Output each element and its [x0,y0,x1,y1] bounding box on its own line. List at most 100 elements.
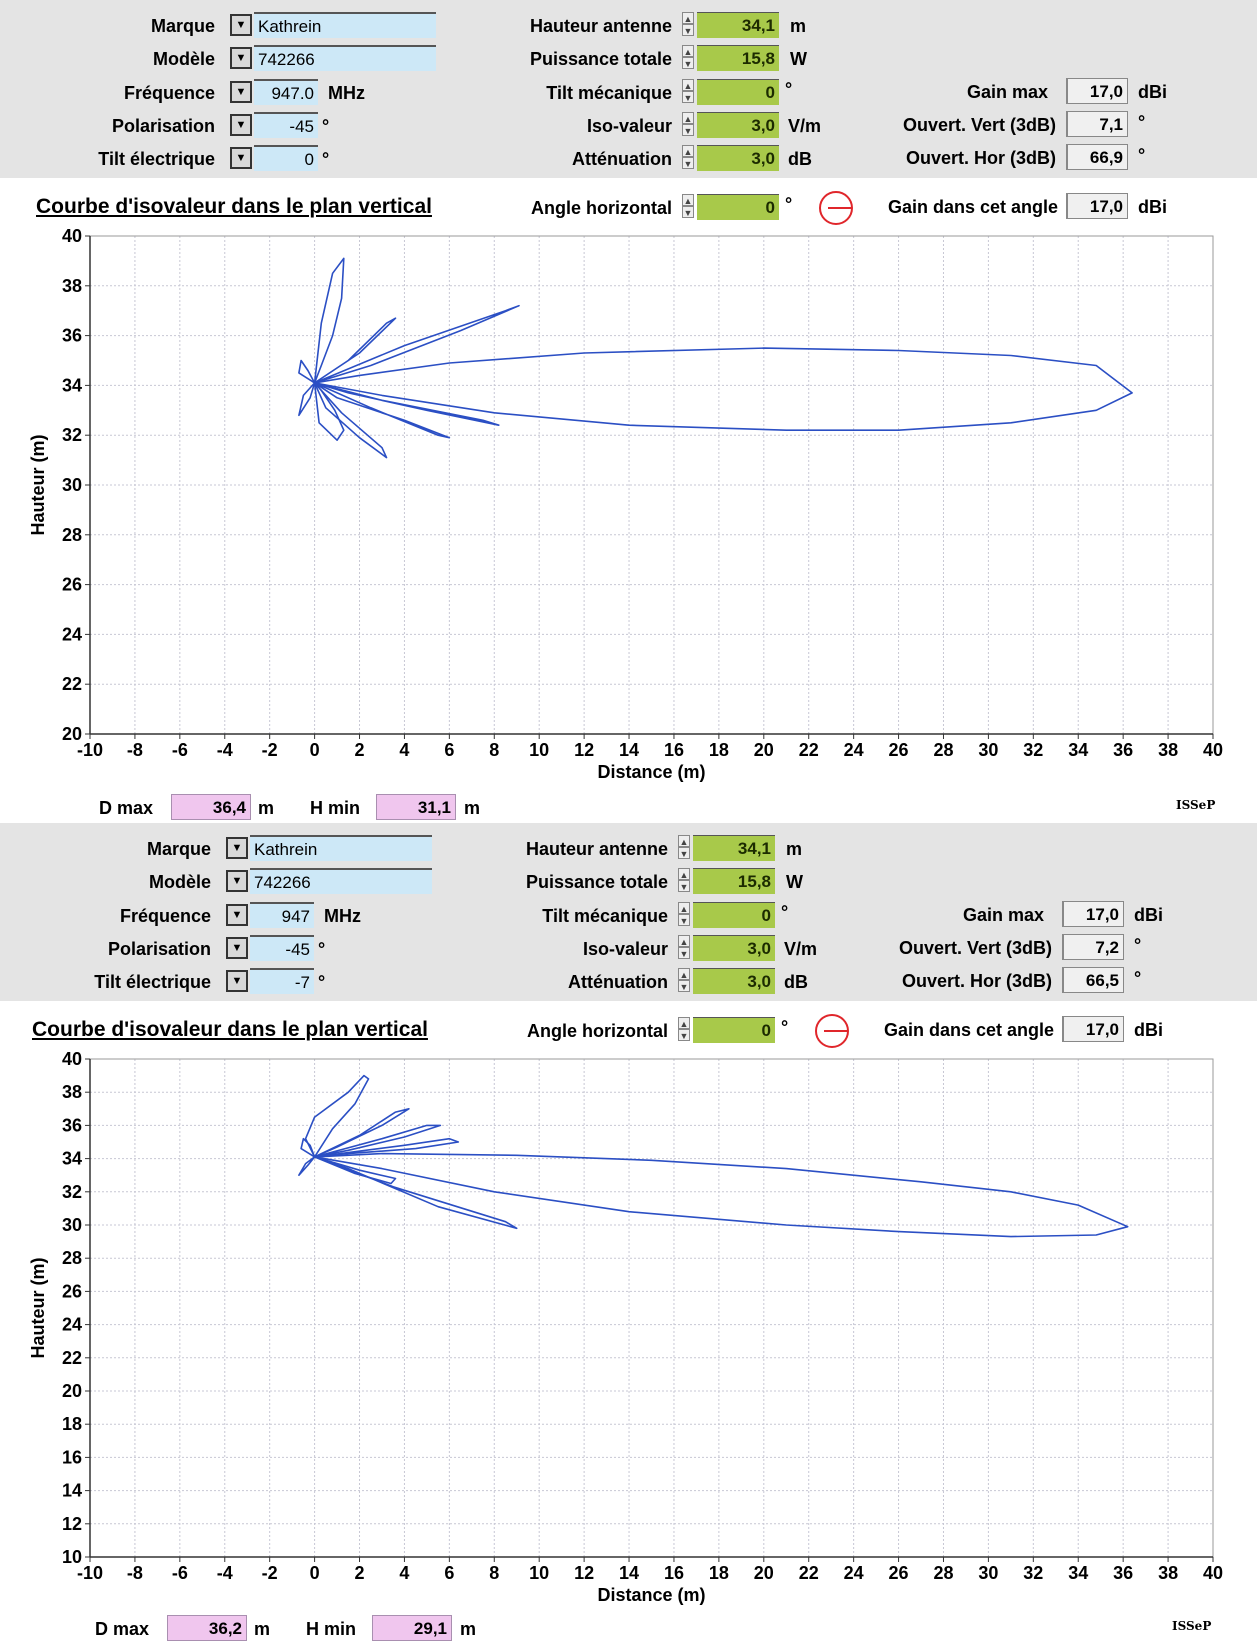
frequence-dropdown-button[interactable]: ▼ [230,81,252,103]
angle-horizontal-spinner[interactable]: ▲ ▼ [682,194,694,218]
modele-select[interactable]: 742266 [254,45,436,71]
hauteur-antenne-spinner[interactable]: ▲ ▼ [678,835,690,859]
hauteur-antenne-spinner[interactable]: ▲ ▼ [682,12,694,36]
x-tick-label: 0 [310,1563,320,1583]
tilt-mecanique-spinner[interactable]: ▲ ▼ [678,902,690,926]
x-tick-label: 0 [310,740,320,760]
hauteur-antenne-field[interactable]: 34,1 [693,835,775,861]
x-tick-label: 28 [933,1563,953,1583]
puissance-totale-field[interactable]: 15,8 [693,868,775,894]
frequence-field[interactable]: 947 [250,902,314,928]
parameter-area: Marque ▼ Kathrein Modèle ▼ 742266 Fréque… [0,0,1257,178]
x-tick-label: 38 [1158,1563,1178,1583]
tilt-mecanique-field[interactable]: 0 [693,902,775,928]
dmax-label: D max [99,798,154,818]
iso-valeur-field[interactable]: 3,0 [697,112,779,138]
x-tick-label: 36 [1113,740,1133,760]
x-tick-label: 20 [754,1563,774,1583]
iso-valeur-spinner[interactable]: ▲ ▼ [682,112,694,136]
tilt-electrique-dropdown-button[interactable]: ▼ [226,970,248,992]
attenuation-spinner[interactable]: ▲ ▼ [678,968,690,992]
ouverture-hor-unit: ° [1134,968,1142,988]
modele-dropdown-button[interactable]: ▼ [230,47,252,69]
polarisation-dropdown-button[interactable]: ▼ [226,937,248,959]
frequence-field[interactable]: 947.0 [254,79,318,105]
attenuation-spinner[interactable]: ▲ ▼ [682,145,694,169]
marque-select[interactable]: Kathrein [254,12,436,38]
gain-angle-value: 17,0 [1066,193,1128,219]
gain-direction-icon[interactable] [818,190,854,226]
tilt-mecanique-unit: ° [781,902,789,922]
grid [89,235,1214,735]
gain-max-value: 17,0 [1066,78,1128,104]
marque-dropdown-button[interactable]: ▼ [226,837,248,859]
tilt-mecanique-label: Tilt mécanique [546,83,672,103]
side-lobe [314,382,500,426]
tilt-mecanique-field[interactable]: 0 [697,79,779,105]
gain-direction-icon[interactable] [814,1013,850,1049]
iso-valeur-field[interactable]: 3,0 [693,935,775,961]
tilt-electrique-field[interactable]: 0 [254,145,318,171]
modele-dropdown-button[interactable]: ▼ [226,870,248,892]
puissance-totale-spinner[interactable]: ▲ ▼ [678,868,690,892]
plot-frame [89,1058,1214,1558]
x-tick-label: 40 [1203,1563,1223,1583]
y-tick-labels: 10 12 14 16 18 20 22 24 26 28 30 32 34 36 38 40 [62,1049,90,1567]
main-lobe [314,347,1133,431]
tilt-mecanique-spinner[interactable]: ▲ ▼ [682,79,694,103]
ouverture-hor-value: 66,9 [1066,144,1128,170]
puissance-totale-field[interactable]: 15,8 [697,45,779,71]
angle-horizontal-label: Angle horizontal [527,1021,668,1041]
y-axis-label: Hauteur (m) [28,434,48,535]
marque-select[interactable]: Kathrein [250,835,432,861]
x-axis-label: Distance (m) [597,762,705,782]
polarisation-field[interactable]: -45 [254,112,318,138]
x-tick-label: 32 [1023,740,1043,760]
puissance-totale-spinner[interactable]: ▲ ▼ [682,45,694,69]
y-tick-label: 20 [62,724,82,744]
y-tick-label: 24 [62,624,82,644]
y-tick-label: 38 [62,1082,82,1102]
dmax-value: 36,2 [167,1615,247,1641]
frequence-dropdown-button[interactable]: ▼ [226,904,248,926]
side-lobe [314,1137,460,1158]
polarisation-unit: ° [318,939,326,959]
tilt-electrique-field[interactable]: -7 [250,968,314,994]
angle-horizontal-field[interactable]: 0 [697,194,779,220]
hmin-label: H min [310,798,361,818]
polarisation-unit: ° [322,116,330,136]
hauteur-antenne-unit: m [786,839,803,859]
x-tick-label: 14 [619,1563,639,1583]
x-tick-label: 30 [978,740,998,760]
x-tick-label: 14 [619,740,639,760]
ouverture-vert-label: Ouvert. Vert (3dB) [902,115,1056,135]
ouverture-vert-unit: ° [1138,112,1146,132]
tilt-electrique-dropdown-button[interactable]: ▼ [230,147,252,169]
iso-valeur-spinner[interactable]: ▲ ▼ [678,935,690,959]
angle-horizontal-label: Angle horizontal [531,198,672,218]
hmin-value: 29,1 [372,1615,452,1641]
x-tick-label: 2 [355,740,365,760]
x-tick-label: 34 [1068,740,1088,760]
angle-horizontal-field[interactable]: 0 [693,1017,775,1043]
side-lobe [314,382,451,439]
ouverture-hor-unit: ° [1138,145,1146,165]
tilt-electrique-label: Tilt électrique [98,149,215,169]
y-tick-label: 40 [62,1049,82,1069]
y-tick-label: 38 [62,276,82,296]
polarisation-label: Polarisation [107,939,211,959]
attenuation-field[interactable]: 3,0 [697,145,779,171]
isovalue-chart-1: -10 -8 -6 -4 -2 0 2 4 6 8 10 12 14 16 18 20 22 24 26 28 30 32… [28,226,1223,782]
y-tick-label: 20 [62,1381,82,1401]
x-axis-label: Distance (m) [597,1585,705,1605]
hauteur-antenne-field[interactable]: 34,1 [697,12,779,38]
polarisation-dropdown-button[interactable]: ▼ [230,114,252,136]
x-tick-label: 4 [399,740,409,760]
angle-horizontal-spinner[interactable]: ▲ ▼ [678,1017,690,1041]
modele-select[interactable]: 742266 [250,868,432,894]
polarisation-field[interactable]: -45 [250,935,314,961]
x-tick-label: -8 [127,740,143,760]
attenuation-field[interactable]: 3,0 [693,968,775,994]
marque-dropdown-button[interactable]: ▼ [230,14,252,36]
iso-valeur-unit: V/m [788,116,822,136]
